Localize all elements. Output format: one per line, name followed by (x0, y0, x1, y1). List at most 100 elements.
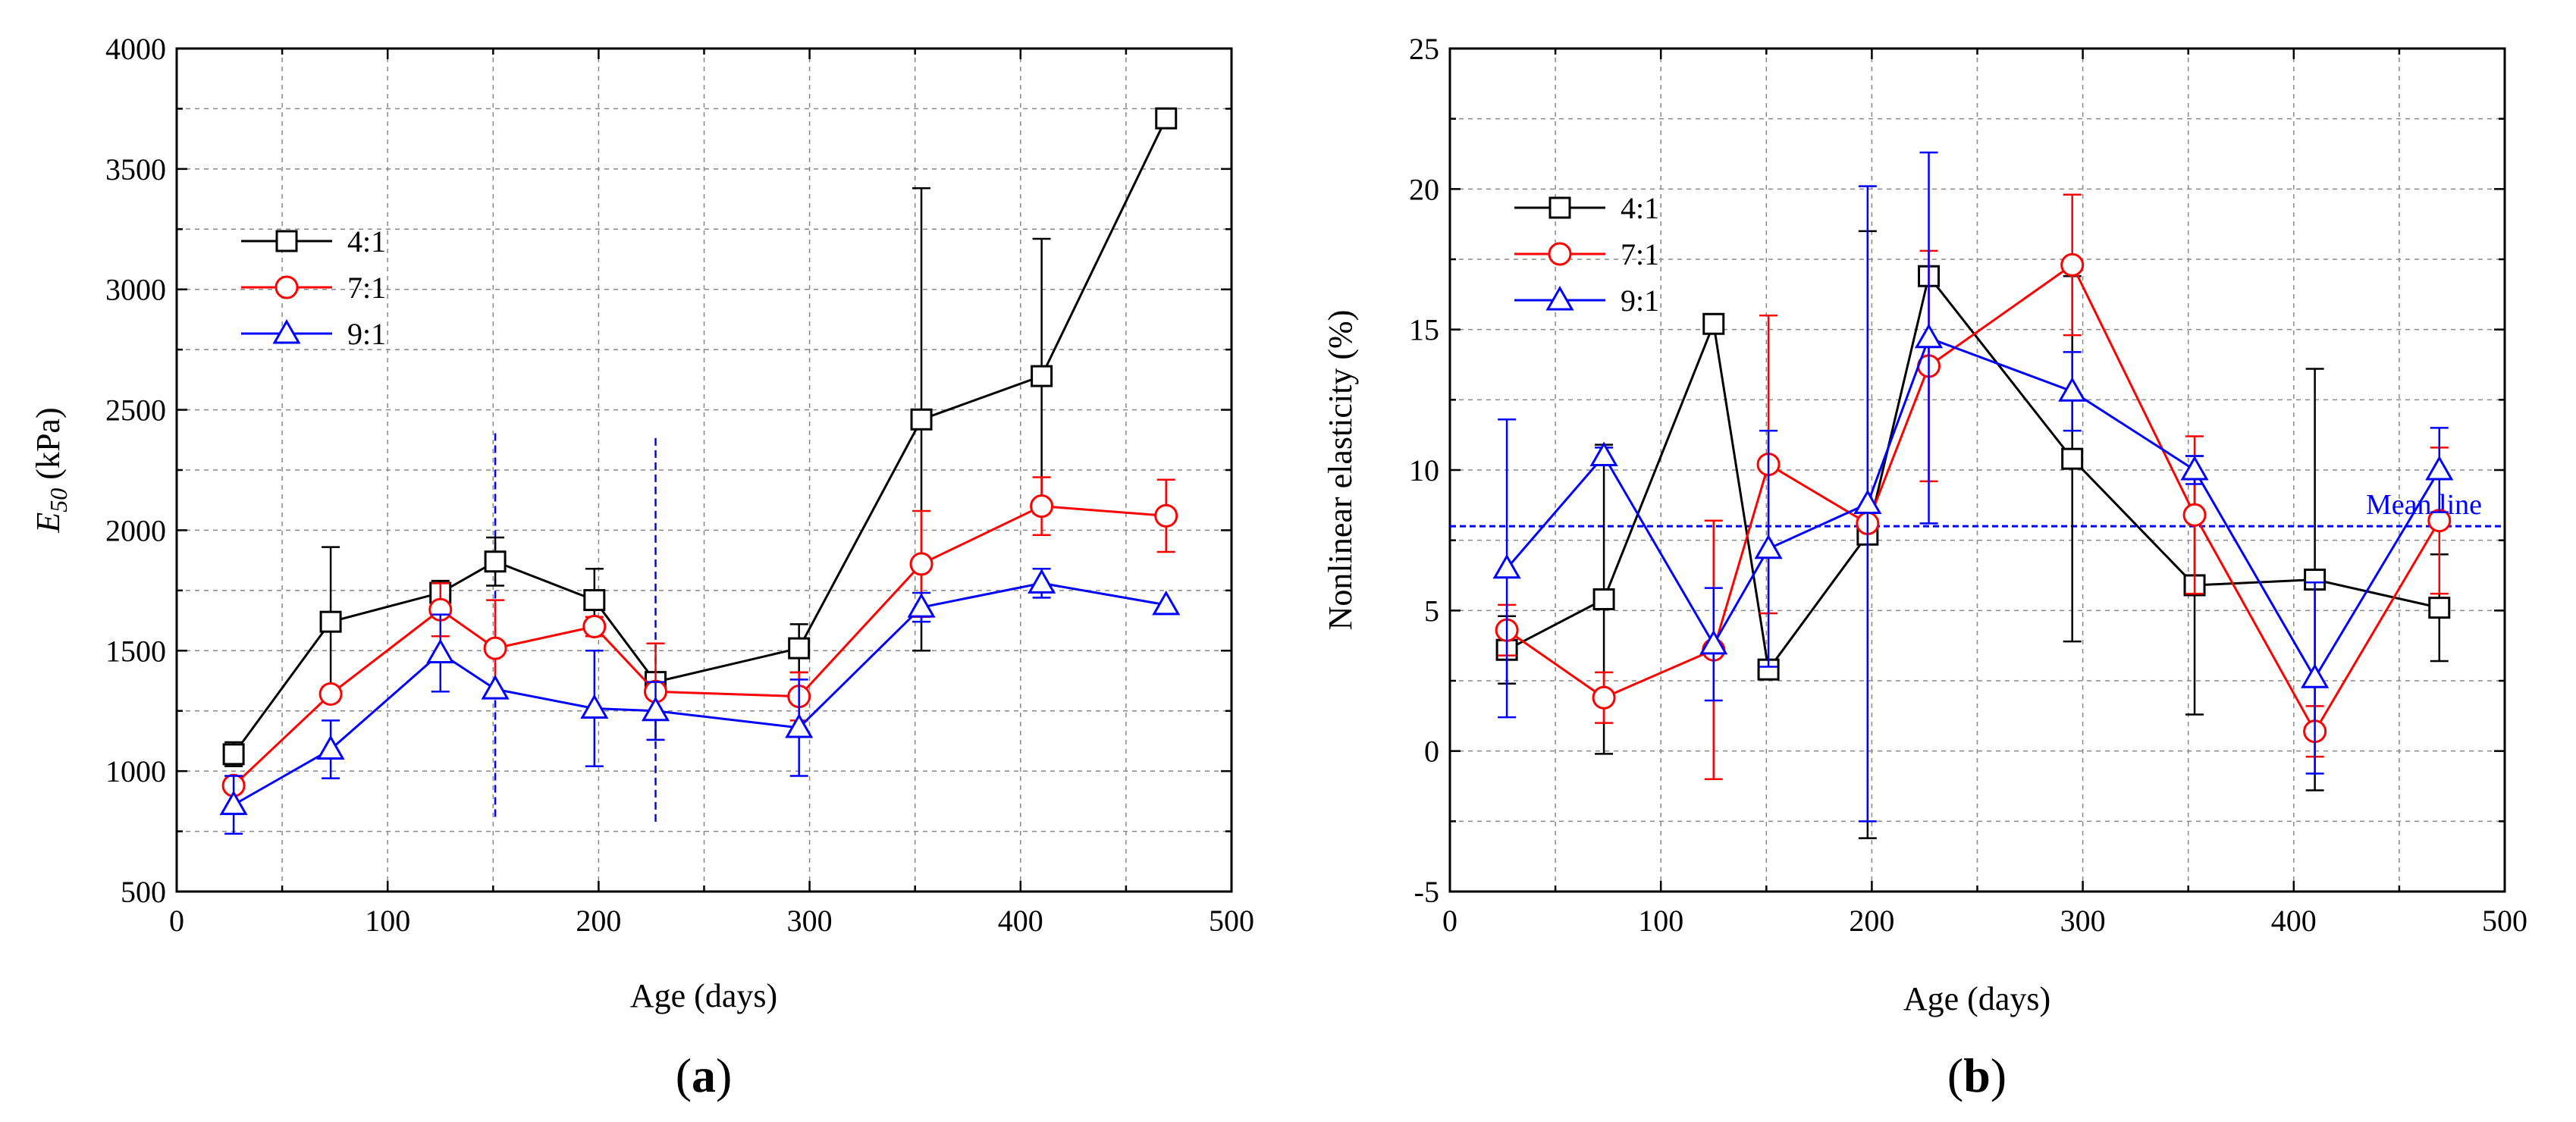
y-tick-label: 3500 (105, 152, 166, 186)
data-point-circle (318, 682, 343, 706)
data-point-square (1155, 107, 1178, 130)
data-point-triangle (1853, 489, 1882, 514)
y-axis-label: E50 (kPa) (30, 407, 72, 533)
series-4-1 (1495, 230, 2451, 839)
data-point-circle (2427, 509, 2452, 533)
data-point-square (1592, 588, 1615, 611)
y-axis-label-unit: (kPa) (30, 407, 67, 487)
panel-label-open: ( (1947, 1048, 1963, 1102)
data-point-circle (2060, 252, 2085, 277)
y-tick-label: 5 (1424, 594, 1439, 628)
series-7-1 (1495, 193, 2452, 780)
data-point-square (910, 408, 933, 431)
data-point-triangle (1914, 323, 1944, 349)
legend-label: 7:1 (347, 271, 386, 305)
data-point-square (583, 589, 606, 612)
axis-ticks: 0 100 200 300 400 500 500 1000 1500 2000 2500 3000 3… (105, 32, 1254, 938)
data-point-triangle (2425, 455, 2454, 481)
data-point-circle (909, 552, 933, 576)
panel-label-b: (b) (1947, 1048, 2007, 1102)
data-point-triangle (1589, 441, 1618, 466)
data-point-triangle (1492, 553, 1521, 579)
legend-marker-square (1548, 196, 1571, 219)
data-point-square (1702, 312, 1725, 335)
data-point-triangle (2058, 377, 2087, 402)
data-point-triangle (641, 696, 670, 722)
y-tick-label: 25 (1409, 32, 1439, 66)
series-9-1 (1492, 151, 2454, 823)
y-tick-label: 2500 (105, 393, 166, 428)
legend: 4:1 7:1 9:1 (1514, 191, 1659, 318)
x-tick-label: 100 (365, 904, 410, 938)
legend-label: 9:1 (347, 317, 386, 351)
legend-label: 4:1 (347, 224, 386, 259)
data-point-triangle (907, 593, 936, 618)
y-axis-label-subscript: 50 (45, 488, 72, 512)
y-tick-label: 15 (1409, 313, 1439, 347)
reference-lines (494, 428, 657, 822)
legend-label: 4:1 (1621, 191, 1659, 225)
x-axis-label: Age (days) (630, 977, 777, 1014)
series-7-1 (221, 476, 1178, 798)
x-tick-label: 500 (2482, 904, 2527, 938)
data-point-triangle (316, 735, 345, 760)
x-tick-label: 200 (1849, 904, 1894, 938)
x-tick-label: 100 (1638, 904, 1683, 938)
data-point-triangle (2180, 455, 2209, 481)
y-tick-label: 3000 (105, 273, 166, 307)
x-tick-label: 200 (576, 904, 621, 938)
series-line (233, 581, 1167, 806)
data-point-square (484, 550, 507, 573)
data-point-square (222, 743, 245, 766)
data-point-triangle (1028, 569, 1056, 594)
data-point-triangle (580, 694, 609, 719)
legend: 4:1 7:1 9:1 (241, 224, 386, 351)
panel-label-close: ) (1991, 1048, 2007, 1102)
data-point-circle (2182, 503, 2207, 527)
y-tick-label: 20 (1409, 172, 1439, 206)
data-point-triangle (785, 713, 814, 738)
legend-marker-circle (275, 275, 299, 299)
y-tick-label: -5 (1414, 875, 1439, 909)
legend-label: 9:1 (1621, 284, 1659, 318)
reference-lines: Mean line (1450, 489, 2505, 528)
legend-marker-square (275, 230, 298, 252)
y-tick-label: 0 (1424, 735, 1439, 769)
series-layer (1492, 151, 2454, 839)
series-line (233, 505, 1166, 787)
x-tick-label: 400 (2271, 904, 2317, 938)
data-point-circle (1154, 503, 1178, 528)
legend-label: 7:1 (1621, 237, 1659, 271)
panel-label-letter: a (692, 1048, 716, 1102)
series-line (1506, 263, 2441, 734)
legend-marker-triangle (1545, 285, 1574, 311)
y-axis-label-main: E (30, 512, 67, 534)
data-point-triangle (219, 790, 248, 816)
y-axis-label: Nonlinear elasticity (%) (1322, 310, 1359, 631)
y-tick-label: 4000 (105, 32, 166, 66)
series-line (1505, 336, 2441, 681)
series-9-1 (219, 568, 1181, 835)
panel-label-close: ) (716, 1048, 732, 1102)
y-tick-label: 500 (121, 875, 166, 909)
x-tick-label: 300 (787, 904, 833, 938)
panel-label-letter: b (1963, 1048, 1991, 1102)
data-point-circle (582, 615, 607, 639)
data-point-circle (1592, 685, 1616, 710)
x-tick-label: 0 (1442, 904, 1457, 938)
data-point-triangle (481, 675, 510, 700)
data-point-circle (1030, 494, 1054, 519)
legend-marker-circle (1548, 242, 1572, 266)
panel-label-open: ( (676, 1048, 692, 1102)
y-tick-label: 1000 (105, 754, 166, 788)
data-point-square (2061, 447, 2084, 470)
data-point-triangle (1699, 629, 1728, 655)
data-point-circle (483, 636, 507, 660)
series-line (1506, 273, 2440, 672)
x-axis-label: Age (days) (1903, 980, 2050, 1017)
series-layer (219, 107, 1181, 835)
series-line (232, 118, 1168, 755)
data-point-square (1031, 365, 1053, 387)
